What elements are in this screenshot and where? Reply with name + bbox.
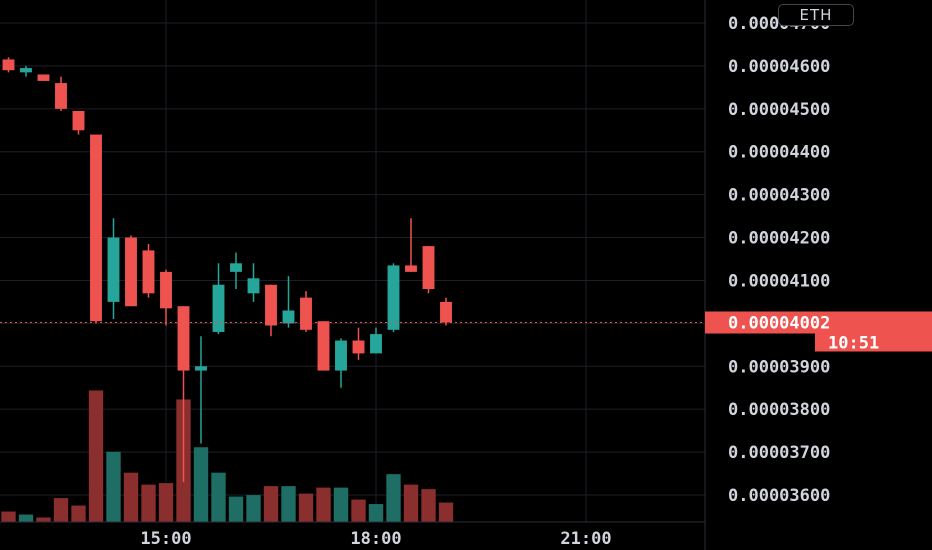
volume-bars	[1, 390, 454, 522]
candle-body	[370, 334, 382, 354]
candle-body	[142, 250, 155, 294]
candle-body	[317, 321, 330, 371]
countdown-label: 10:51	[828, 334, 879, 354]
candle-body	[20, 68, 32, 73]
volume-bar	[88, 390, 104, 522]
volume-bar	[438, 502, 454, 522]
volume-bar	[368, 504, 384, 522]
candle-body	[405, 265, 417, 272]
candle-body	[387, 265, 400, 330]
candle-body	[440, 301, 452, 323]
time-tick-label: 18:00	[350, 529, 401, 549]
candle-body	[247, 278, 260, 294]
candle-body	[125, 237, 137, 307]
candle-body	[55, 83, 67, 109]
volume-bar	[211, 472, 226, 522]
volume-bar	[71, 505, 86, 522]
candle-body	[2, 59, 15, 71]
volume-bar	[246, 495, 261, 522]
price-tick-label: 0.00004300	[728, 186, 830, 206]
candle-body	[72, 110, 85, 131]
volume-bar	[18, 514, 34, 522]
time-axis[interactable]: 15:00 18:00 21:00	[140, 529, 611, 549]
candle-body	[422, 246, 435, 290]
volume-bar	[421, 489, 436, 522]
price-tick-label: 0.00003600	[728, 486, 830, 506]
candle-body	[212, 284, 225, 332]
volume-bar	[281, 486, 296, 522]
volume-bar	[228, 496, 244, 522]
candle-body	[352, 340, 365, 354]
candle-body	[160, 271, 172, 309]
volume-bar	[351, 499, 366, 522]
volume-bar	[403, 484, 419, 522]
price-tick-label: 0.00004200	[728, 229, 830, 249]
price-tick-label: 0.00003800	[728, 400, 830, 420]
volume-bar	[141, 484, 156, 522]
last-price-tag: 0.00004002 10:51	[705, 311, 932, 354]
volume-bar	[316, 487, 331, 522]
countdown-bg	[815, 333, 932, 352]
price-tick-label: 0.00004600	[728, 57, 830, 77]
time-tick-label: 15:00	[140, 529, 191, 549]
candles	[2, 57, 452, 483]
candle-body	[282, 310, 295, 324]
volume-bar	[106, 451, 121, 522]
volume-bar	[333, 487, 349, 522]
candle-body	[335, 340, 347, 371]
volume-bar	[123, 472, 139, 522]
candle-body	[37, 74, 50, 81]
candle-body	[177, 306, 190, 371]
volume-bar	[158, 483, 174, 522]
last-price-label: 0.00004002	[728, 314, 830, 334]
time-tick-label: 21:00	[560, 529, 611, 549]
price-tick-label: 0.00004400	[728, 143, 830, 163]
volume-bar	[1, 511, 16, 522]
last-price-tag-bg	[705, 311, 932, 334]
volume-bar	[36, 517, 51, 522]
candle-body	[195, 366, 207, 371]
candle-body	[90, 134, 102, 322]
volume-bar	[193, 447, 209, 522]
price-tick-label: 0.00004100	[728, 271, 830, 291]
candle-body	[107, 237, 120, 302]
price-tick-label: 0.00003700	[728, 443, 830, 463]
symbol-badge[interactable]: ETH	[778, 4, 854, 26]
price-tick-label: 0.00004500	[728, 100, 830, 120]
grid-lines	[0, 0, 705, 522]
candle-body	[265, 284, 277, 326]
candle-body	[230, 263, 242, 272]
candle-body	[300, 297, 312, 330]
volume-bar	[53, 498, 69, 522]
volume-bar	[298, 493, 314, 522]
volume-bar	[263, 486, 279, 522]
volume-bar	[386, 474, 401, 522]
price-tick-label: 0.00003900	[728, 357, 830, 377]
price-axis[interactable]: 0.00003600 0.00003700 0.00003800 0.00003900…	[728, 14, 830, 506]
